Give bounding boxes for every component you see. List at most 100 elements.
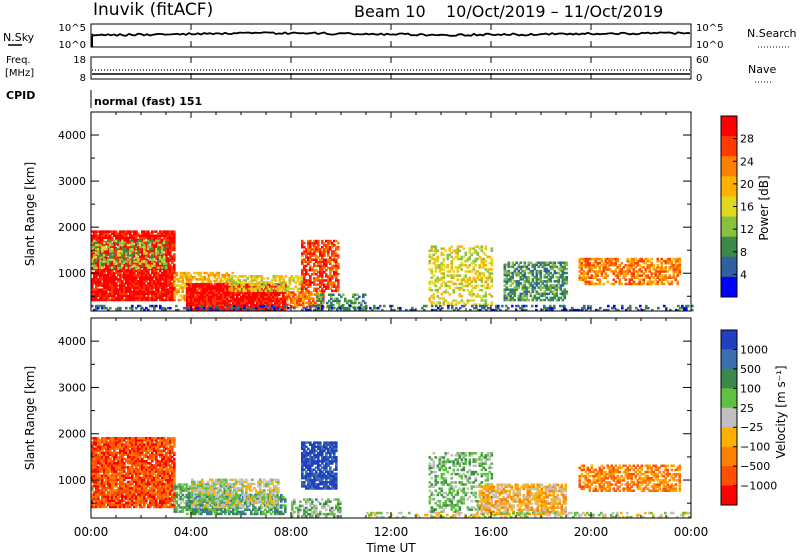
- heatmap-cell: [101, 462, 104, 465]
- heatmap-cell: [580, 278, 584, 281]
- heatmap-cell: [681, 306, 684, 310]
- heatmap-cell: [147, 269, 150, 273]
- heatmap-cell: [159, 273, 162, 277]
- heatmap-cell: [161, 284, 164, 287]
- heatmap-cell: [452, 270, 456, 273]
- heatmap-cell: [278, 289, 282, 293]
- heatmap-cell: [448, 280, 452, 284]
- heatmap-cell: [318, 293, 321, 296]
- heatmap-cell: [119, 241, 122, 245]
- heatmap-cell: [664, 261, 668, 265]
- heatmap-cell: [450, 266, 454, 269]
- heatmap-cell: [202, 283, 205, 286]
- heatmap-cell: [117, 273, 120, 277]
- heatmap-cell: [656, 280, 660, 284]
- heatmap-cell: [274, 297, 277, 301]
- heatmap-cell: [433, 308, 436, 312]
- heatmap-cell: [331, 306, 334, 310]
- heatmap-cell: [103, 288, 106, 291]
- heatmap-cell: [99, 273, 102, 277]
- heatmap-cell: [674, 276, 678, 279]
- heatmap-cell: [153, 280, 156, 283]
- heatmap-cell: [155, 239, 158, 243]
- heatmap-cell: [555, 280, 559, 283]
- heatmap-cell: [139, 255, 142, 258]
- heatmap-cell: [95, 464, 98, 467]
- heatmap-cell: [159, 243, 162, 247]
- heatmap-cell: [448, 274, 452, 277]
- heatmap-cell: [595, 308, 598, 312]
- heatmap-cell: [432, 301, 436, 304]
- heatmap-cell: [113, 278, 116, 281]
- heatmap-cell: [133, 286, 136, 289]
- heatmap-cell: [171, 278, 174, 281]
- heatmap-cell: [107, 443, 110, 446]
- heatmap-cell: [121, 276, 124, 279]
- heatmap-cell: [240, 297, 243, 301]
- heatmap-cell: [525, 265, 529, 269]
- heatmap-cell: [470, 247, 474, 250]
- heatmap-cell: [141, 230, 144, 233]
- heatmap-cell: [630, 257, 634, 261]
- heatmap-cell: [260, 275, 264, 278]
- heatmap-cell: [480, 266, 484, 269]
- heatmap-cell: [211, 271, 215, 275]
- heatmap-cell: [151, 236, 154, 240]
- heatmap-cell: [165, 282, 168, 285]
- heatmap-cell: [107, 253, 110, 256]
- heatmap-cell: [107, 273, 110, 277]
- heatmap-cell: [107, 265, 110, 269]
- heatmap-cell: [460, 261, 464, 265]
- heatmap-cell: [464, 284, 468, 288]
- heatmap-cell: [212, 289, 215, 292]
- heatmap-cell: [594, 276, 598, 279]
- heatmap-cell: [375, 306, 378, 310]
- heatmap-cell: [437, 306, 440, 310]
- heatmap-cell: [129, 250, 132, 253]
- heatmap-cell: [230, 279, 234, 282]
- heatmap-cell: [602, 270, 606, 273]
- heatmap-cell: [204, 293, 207, 296]
- heatmap-cell: [456, 274, 460, 277]
- heatmap-cell: [517, 269, 521, 273]
- heatmap-cell: [430, 245, 434, 248]
- heatmap-cell: [309, 275, 312, 278]
- heatmap-cell: [588, 276, 592, 279]
- heatmap-cell: [159, 290, 162, 293]
- heatmap-cell: [447, 306, 450, 310]
- heatmap-cell: [248, 275, 252, 278]
- heatmap-cell: [272, 295, 275, 299]
- heatmap-cell: [527, 278, 531, 281]
- heatmap-cell: [117, 245, 120, 249]
- heatmap-cell: [167, 306, 170, 310]
- heatmap-cell: [329, 258, 332, 261]
- heatmap-cell: [161, 273, 164, 277]
- heatmap-cell: [329, 248, 332, 251]
- heatmap-cell: [196, 285, 199, 288]
- heatmap-cell: [206, 283, 209, 286]
- heatmap-cell: [187, 276, 191, 279]
- heatmap-cell: [93, 484, 96, 488]
- heatmap-cell: [93, 266, 96, 269]
- heatmap-cell: [199, 273, 203, 277]
- heatmap-cell: [127, 258, 130, 261]
- heatmap-cell: [109, 437, 112, 440]
- heatmap-cell: [664, 268, 668, 271]
- heatmap-cell: [111, 296, 114, 300]
- heatmap-cell: [503, 265, 507, 269]
- heatmap-cell: [490, 280, 494, 284]
- heatmap-cell: [179, 294, 183, 298]
- heatmap-cell: [298, 281, 302, 284]
- heatmap-cell: [549, 265, 553, 269]
- heatmap-cell: [214, 291, 217, 294]
- heatmap-cell: [218, 303, 221, 307]
- heatmap-cell: [660, 264, 664, 267]
- heatmap-cell: [330, 293, 333, 296]
- heatmap-cell: [547, 288, 551, 291]
- heatmap-cell: [254, 289, 258, 293]
- heatmap-cell: [129, 288, 132, 291]
- heatmap-cell: [476, 251, 480, 255]
- heatmap-cell: [533, 294, 537, 298]
- heatmap-cell: [356, 297, 359, 301]
- heatmap-cell: [274, 289, 277, 292]
